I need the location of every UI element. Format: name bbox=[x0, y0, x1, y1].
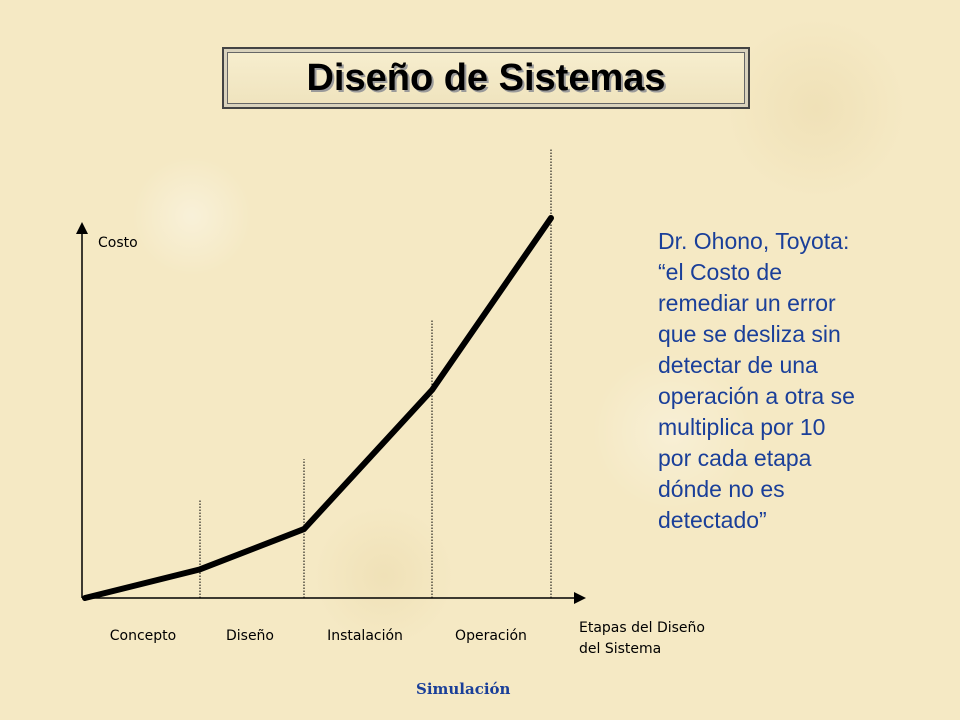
quote-line: “el Costo de bbox=[658, 259, 783, 285]
x-axis-label-line-1: Etapas del Diseño bbox=[579, 620, 705, 636]
data-point bbox=[82, 595, 88, 601]
data-point bbox=[429, 387, 435, 393]
x-tick-label: Concepto bbox=[110, 628, 176, 644]
quote-line: detectado” bbox=[658, 507, 767, 533]
quote-line: Dr. Ohono, Toyota: bbox=[658, 228, 850, 254]
quote-line: multiplica por 10 bbox=[658, 414, 826, 440]
x-tick-label: Diseño bbox=[226, 628, 274, 644]
quote-line: detectar de una bbox=[658, 352, 818, 378]
quote-text: Dr. Ohono, Toyota: “el Costo de remediar u… bbox=[658, 226, 948, 536]
x-tick-label: Instalación bbox=[327, 628, 403, 644]
quote-line: operación a otra se bbox=[658, 383, 855, 409]
data-point bbox=[197, 566, 203, 572]
quote-line: remediar un error bbox=[658, 290, 836, 316]
x-axis-label-line-2: del Sistema bbox=[579, 641, 661, 657]
quote-line: que se desliza sin bbox=[658, 321, 841, 347]
slide-title-box: Diseño de Sistemas bbox=[222, 47, 750, 109]
footer-label: Simulación bbox=[416, 680, 511, 698]
quote-line: por cada etapa bbox=[658, 445, 812, 471]
cost-series-line bbox=[82, 215, 554, 601]
y-axis-label: Costo bbox=[98, 235, 138, 251]
slide-title: Diseño de Sistemas bbox=[306, 56, 666, 99]
data-point bbox=[301, 526, 307, 532]
quote-line: dónde no es bbox=[658, 476, 785, 502]
x-tick-label: Operación bbox=[455, 628, 527, 644]
data-point bbox=[548, 215, 554, 221]
x-axis-label: Etapas del Diseño del Sistema bbox=[579, 620, 709, 657]
